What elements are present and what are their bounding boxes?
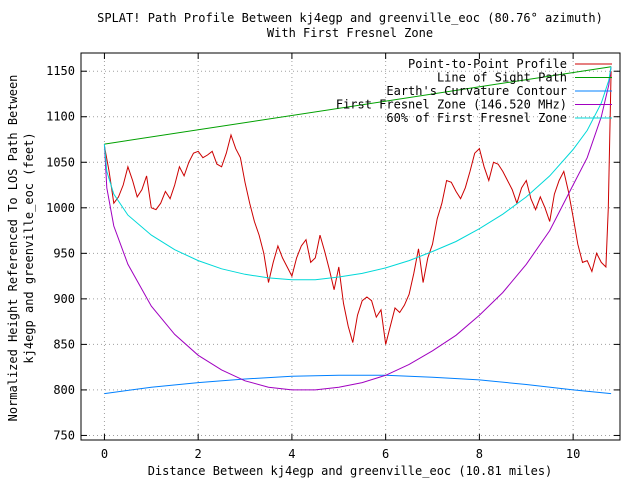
x-tick-label: 4 [288, 447, 295, 461]
chart-title: SPLAT! Path Profile Between kj4egp and g… [97, 11, 603, 25]
y-tick-label: 1100 [46, 110, 75, 124]
y-tick-label: 850 [53, 337, 75, 351]
x-axis-label: Distance Between kj4egp and greenville_e… [148, 464, 553, 478]
y-tick-label: 1150 [46, 64, 75, 78]
x-tick-label: 10 [566, 447, 580, 461]
axis-ticks: 0 2 4 6 8 10 750 800 850 900 950 1000 1050 1100 1150 [46, 53, 620, 461]
legend-label: First Fresnel Zone (146.520 MHz) [336, 98, 567, 112]
y-tick-label: 950 [53, 246, 75, 260]
plot-frame [80, 52, 621, 441]
series-line-4 [103, 66, 612, 281]
legend-label: Earth's Curvature Contour [386, 84, 567, 98]
legend-label: Point-to-Point Profile [408, 57, 567, 71]
series-line-3 [103, 66, 612, 391]
series-line-2 [104, 374, 612, 395]
x-tick-label: 8 [476, 447, 483, 461]
series-group [103, 66, 612, 395]
series-line-0 [103, 71, 612, 345]
y-tick-label: 1000 [46, 201, 75, 215]
y-tick-label: 800 [53, 383, 75, 397]
x-tick-label: 0 [101, 447, 108, 461]
x-tick-label: 2 [195, 447, 202, 461]
legend-label: Line of Sight Path [437, 71, 567, 85]
y-axis-label-line-1: Normalized Height Referenced To LOS Path… [6, 75, 20, 422]
series-line-1 [104, 66, 612, 145]
y-axis-label-line-2: kj4egp and greenville_eoc (feet) [22, 132, 36, 363]
chart-subtitle: With First Fresnel Zone [267, 26, 433, 40]
y-tick-label: 1050 [46, 155, 75, 169]
legend-label: 60% of First Fresnel Zone [386, 111, 567, 125]
grid [81, 53, 620, 440]
y-tick-label: 750 [53, 428, 75, 442]
x-tick-label: 6 [382, 447, 389, 461]
y-tick-label: 900 [53, 292, 75, 306]
